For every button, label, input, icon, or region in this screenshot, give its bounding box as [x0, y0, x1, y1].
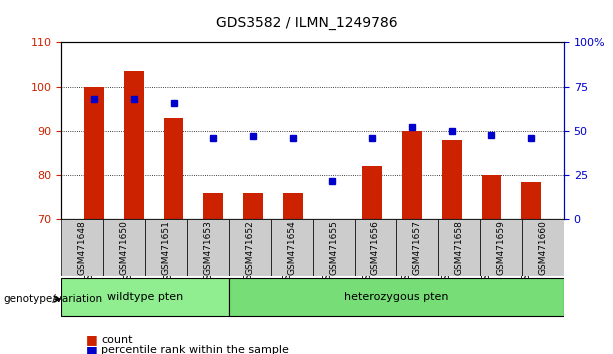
Bar — [442, 140, 462, 219]
Bar — [84, 87, 104, 219]
FancyBboxPatch shape — [397, 219, 438, 276]
FancyBboxPatch shape — [229, 219, 271, 276]
Bar — [362, 166, 382, 219]
Text: GSM471651: GSM471651 — [161, 220, 170, 275]
Text: GSM471655: GSM471655 — [329, 220, 338, 275]
FancyBboxPatch shape — [522, 219, 564, 276]
Bar — [124, 71, 144, 219]
Text: GSM471654: GSM471654 — [287, 221, 296, 275]
Text: GSM471650: GSM471650 — [120, 220, 129, 275]
FancyBboxPatch shape — [354, 219, 397, 276]
Text: heterozygous pten: heterozygous pten — [344, 292, 449, 302]
FancyBboxPatch shape — [61, 219, 103, 276]
FancyBboxPatch shape — [61, 278, 229, 316]
FancyBboxPatch shape — [271, 219, 313, 276]
Bar — [283, 193, 303, 219]
Bar — [481, 175, 501, 219]
Text: GSM471648: GSM471648 — [78, 221, 87, 275]
Text: GSM471656: GSM471656 — [371, 220, 380, 275]
FancyBboxPatch shape — [145, 219, 187, 276]
Bar — [521, 182, 541, 219]
Bar — [164, 118, 183, 219]
Bar — [243, 193, 263, 219]
Text: ■: ■ — [86, 333, 97, 346]
Text: ■: ■ — [86, 344, 97, 354]
Text: GSM471657: GSM471657 — [413, 220, 422, 275]
Text: GSM471658: GSM471658 — [455, 220, 464, 275]
FancyBboxPatch shape — [313, 219, 354, 276]
Text: GSM471653: GSM471653 — [204, 220, 213, 275]
Text: GSM471659: GSM471659 — [497, 220, 506, 275]
Text: GDS3582 / ILMN_1249786: GDS3582 / ILMN_1249786 — [216, 16, 397, 30]
Bar — [204, 193, 223, 219]
FancyBboxPatch shape — [187, 219, 229, 276]
Text: percentile rank within the sample: percentile rank within the sample — [101, 346, 289, 354]
Bar — [322, 218, 343, 219]
FancyBboxPatch shape — [438, 219, 480, 276]
Bar — [402, 131, 422, 219]
Text: GSM471652: GSM471652 — [245, 221, 254, 275]
Text: count: count — [101, 335, 132, 345]
FancyBboxPatch shape — [103, 219, 145, 276]
FancyBboxPatch shape — [480, 219, 522, 276]
Text: wildtype pten: wildtype pten — [107, 292, 183, 302]
FancyBboxPatch shape — [229, 278, 564, 316]
Text: GSM471660: GSM471660 — [538, 220, 547, 275]
Text: genotype/variation: genotype/variation — [3, 294, 102, 304]
